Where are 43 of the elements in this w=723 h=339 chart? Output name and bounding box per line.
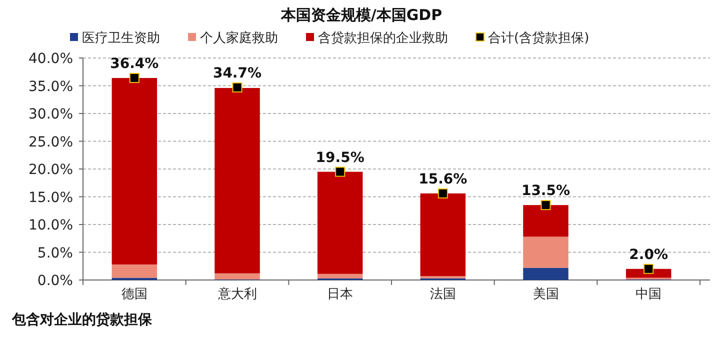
x-tick-label: 美国 xyxy=(532,286,559,302)
point xyxy=(644,264,654,274)
y-tick-label: 10.0% xyxy=(28,218,73,234)
x-tick-label: 日本 xyxy=(327,287,354,302)
bar xyxy=(214,88,260,274)
legend-label: 医疗卫生资助 xyxy=(82,31,160,46)
y-tick-label: 0.0% xyxy=(37,273,73,289)
point xyxy=(129,72,140,83)
y-tick-label: 30.0% xyxy=(28,106,73,122)
bar xyxy=(214,273,260,280)
point xyxy=(540,200,551,210)
y-tick-label: 5.0% xyxy=(37,245,73,262)
point xyxy=(232,82,242,92)
point xyxy=(438,188,448,198)
chart-title: 本国资金规模/本国GDP xyxy=(280,6,442,24)
legend-label: 含贷款担保的企业救助 xyxy=(318,31,448,46)
y-tick-label: 15.0% xyxy=(28,190,73,206)
x-tick-label: 意大利 xyxy=(216,287,257,302)
bar xyxy=(317,274,363,278)
data-label: 13.5% xyxy=(521,183,570,200)
text: 包含对企业的贷款担保 xyxy=(11,311,153,328)
bar xyxy=(523,205,568,237)
y-tick-label: 20.0% xyxy=(28,162,73,178)
data-label: 15.6% xyxy=(418,171,468,188)
y-tick-label: 35.0% xyxy=(28,78,73,95)
legend-label: 合计(含贷款担保) xyxy=(488,31,590,46)
data-label: 19.5% xyxy=(316,150,364,166)
bar xyxy=(420,193,466,276)
point xyxy=(335,166,346,177)
data-label: 34.7% xyxy=(212,65,262,82)
data-label: 36.4% xyxy=(110,56,159,72)
bar xyxy=(317,172,363,274)
y-tick-label: 25.0% xyxy=(28,134,73,150)
bar xyxy=(112,78,158,264)
y-tick-label: 40.0% xyxy=(28,51,73,67)
data-label: 2.0% xyxy=(629,246,668,263)
bar xyxy=(112,264,158,278)
legend-label: 个人家庭救助 xyxy=(200,30,278,46)
x-tick-label: 德国 xyxy=(121,287,148,302)
bar xyxy=(523,268,568,280)
x-tick-label: 中国 xyxy=(636,287,662,302)
x-tick-label: 法国 xyxy=(430,287,456,302)
bar xyxy=(523,236,568,268)
